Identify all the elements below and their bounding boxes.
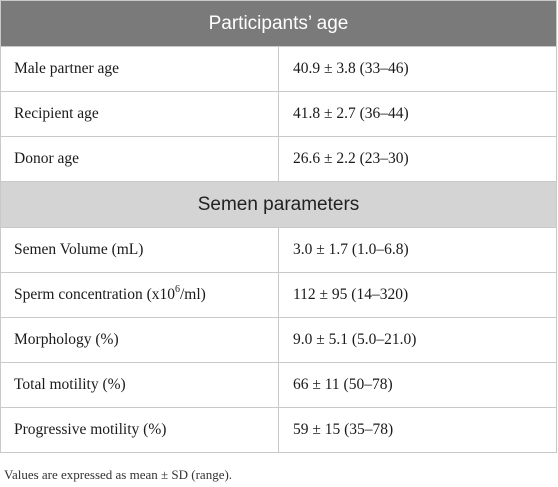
row-label: Male partner age xyxy=(0,46,279,92)
table-row: Recipient age 41.8 ± 2.7 (36–44) xyxy=(0,91,557,137)
row-label: Sperm concentration (x106/ml) xyxy=(0,272,279,318)
table-row: Progressive motility (%) 59 ± 15 (35–78) xyxy=(0,407,557,453)
row-label-text-suffix: /ml) xyxy=(179,286,206,303)
row-label: Morphology (%) xyxy=(0,317,279,363)
section-title: Semen parameters xyxy=(0,181,557,228)
table-row: Semen Volume (mL) 3.0 ± 1.7 (1.0–6.8) xyxy=(0,227,557,273)
table-row: Total motility (%) 66 ± 11 (50–78) xyxy=(0,362,557,408)
superscript: 6 xyxy=(174,283,180,295)
row-value: 26.6 ± 2.2 (23–30) xyxy=(278,136,557,182)
row-value: 3.0 ± 1.7 (1.0–6.8) xyxy=(278,227,557,273)
row-label: Recipient age xyxy=(0,91,279,137)
row-value: 40.9 ± 3.8 (33–46) xyxy=(278,46,557,92)
table-row: Morphology (%) 9.0 ± 5.1 (5.0–21.0) xyxy=(0,317,557,363)
section-title: Participants’ age xyxy=(0,0,557,47)
row-value: 112 ± 95 (14–320) xyxy=(278,272,557,318)
row-label: Progressive motility (%) xyxy=(0,407,279,453)
row-label: Total motility (%) xyxy=(0,362,279,408)
row-label: Donor age xyxy=(0,136,279,182)
row-value: 41.8 ± 2.7 (36–44) xyxy=(278,91,557,137)
row-label: Semen Volume (mL) xyxy=(0,227,279,273)
row-label-text: Sperm concentration (x10 xyxy=(14,286,175,303)
table-row: Sperm concentration (x106/ml) 112 ± 95 (… xyxy=(0,272,557,318)
row-value: 66 ± 11 (50–78) xyxy=(278,362,557,408)
table-row: Donor age 26.6 ± 2.2 (23–30) xyxy=(0,136,557,182)
row-value: 9.0 ± 5.1 (5.0–21.0) xyxy=(278,317,557,363)
section-header-row: Semen parameters xyxy=(0,181,557,228)
row-value: 59 ± 15 (35–78) xyxy=(278,407,557,453)
data-table: Participants’ age Male partner age 40.9 … xyxy=(0,0,557,453)
table-footnote: Values are expressed as mean ± SD (range… xyxy=(4,467,233,482)
section-header-row: Participants’ age xyxy=(0,0,557,47)
table-row: Male partner age 40.9 ± 3.8 (33–46) xyxy=(0,46,557,92)
